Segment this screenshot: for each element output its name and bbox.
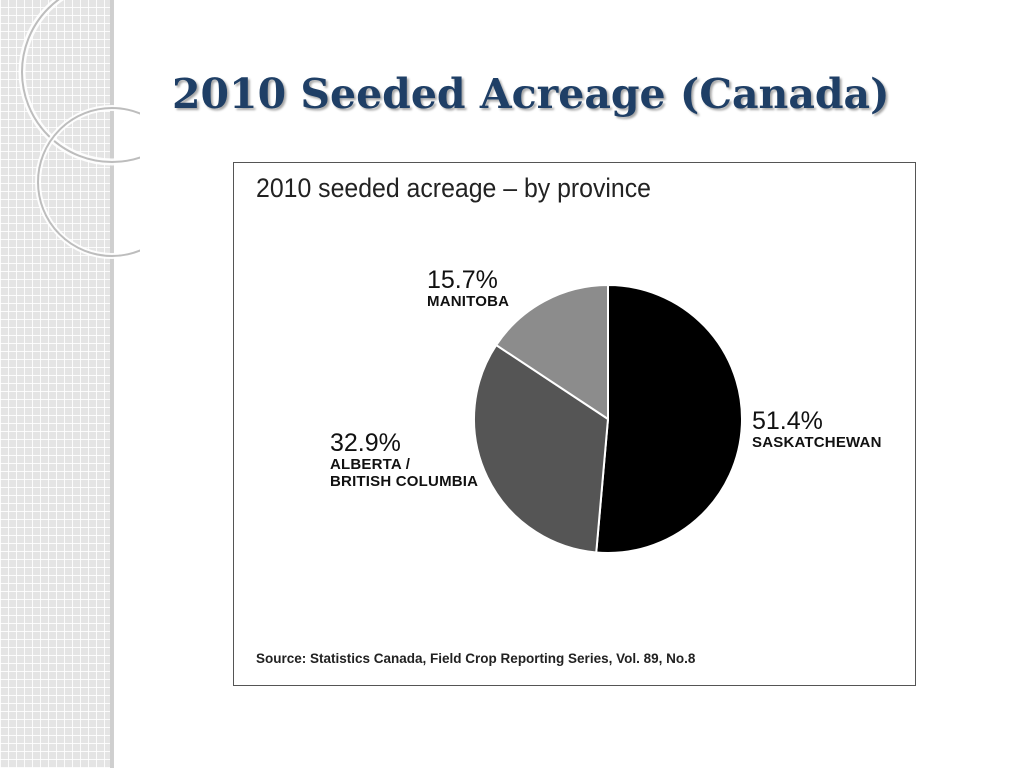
pie-chart	[473, 283, 743, 554]
slide-title: 2010 Seeded Acreage (Canada)	[172, 70, 890, 118]
slice-name-saskatchewan: SASKATCHEWAN	[752, 434, 882, 451]
slice-percent-saskatchewan: 51.4%	[752, 407, 823, 435]
decorative-side-strip	[0, 0, 114, 768]
pie-chart-panel: 2010 seeded acreage – by province 51.4% …	[233, 162, 916, 686]
slice-name-alberta-bc: ALBERTA / BRITISH COLUMBIA	[330, 456, 479, 490]
pie-slice-saskatchewan	[595, 283, 743, 554]
slice-label-saskatchewan: 51.4% SASKATCHEWAN	[752, 408, 882, 451]
decorative-rings	[18, 0, 140, 259]
slice-label-manitoba: 15.7% MANITOBA	[427, 267, 509, 310]
slice-label-alberta-bc: 32.9% ALBERTA / BRITISH COLUMBIA	[330, 430, 478, 490]
slice-percent-manitoba: 15.7%	[427, 266, 498, 294]
slice-percent-alberta-bc: 32.9%	[330, 429, 401, 457]
chart-source-note: Source: Statistics Canada, Field Crop Re…	[256, 651, 696, 666]
pie-outline	[473, 284, 743, 554]
chart-title: 2010 seeded acreage – by province	[256, 173, 651, 203]
slice-name-manitoba: MANITOBA	[427, 293, 510, 310]
